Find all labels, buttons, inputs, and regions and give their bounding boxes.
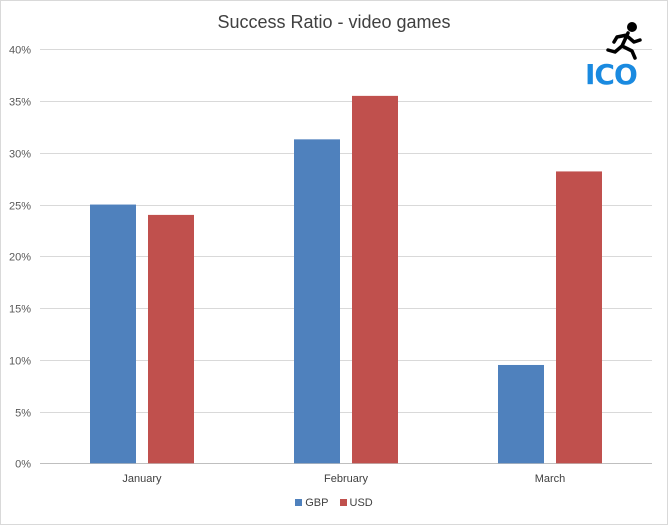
legend-item-gbp: GBP bbox=[295, 497, 328, 509]
legend-item-usd: USD bbox=[339, 497, 373, 509]
y-tick-label: 20% bbox=[9, 252, 31, 264]
y-tick-label: 30% bbox=[9, 149, 31, 161]
x-tick-label: February bbox=[324, 473, 369, 485]
legend-label: GBP bbox=[305, 497, 329, 509]
y-tick-label: 5% bbox=[15, 408, 31, 420]
bar-gbp-march bbox=[498, 364, 544, 464]
bar-usd-february bbox=[352, 95, 398, 464]
ico-logo: ICO bbox=[582, 18, 646, 91]
chart-title: Success Ratio - video games bbox=[217, 12, 451, 32]
legend-swatch bbox=[339, 499, 347, 506]
y-tick-label: 15% bbox=[9, 304, 31, 316]
y-tick-label: 0% bbox=[15, 459, 31, 471]
legend: GBP USD bbox=[0, 497, 668, 509]
running-man-icon bbox=[606, 22, 642, 60]
logo-text: ICO bbox=[585, 58, 638, 91]
bar-usd-january bbox=[148, 214, 194, 464]
x-tick-label: January bbox=[122, 473, 162, 485]
legend-swatch bbox=[295, 499, 303, 506]
y-tick-label: 25% bbox=[9, 201, 31, 213]
x-tick-label: March bbox=[535, 473, 566, 485]
y-tick-label: 35% bbox=[9, 97, 31, 109]
bar-gbp-february bbox=[294, 139, 340, 464]
y-tick-label: 40% bbox=[9, 45, 31, 57]
legend-label: USD bbox=[349, 497, 373, 509]
y-tick-label: 10% bbox=[9, 356, 31, 368]
bar-usd-march bbox=[556, 171, 602, 464]
bar-gbp-january bbox=[90, 204, 136, 464]
